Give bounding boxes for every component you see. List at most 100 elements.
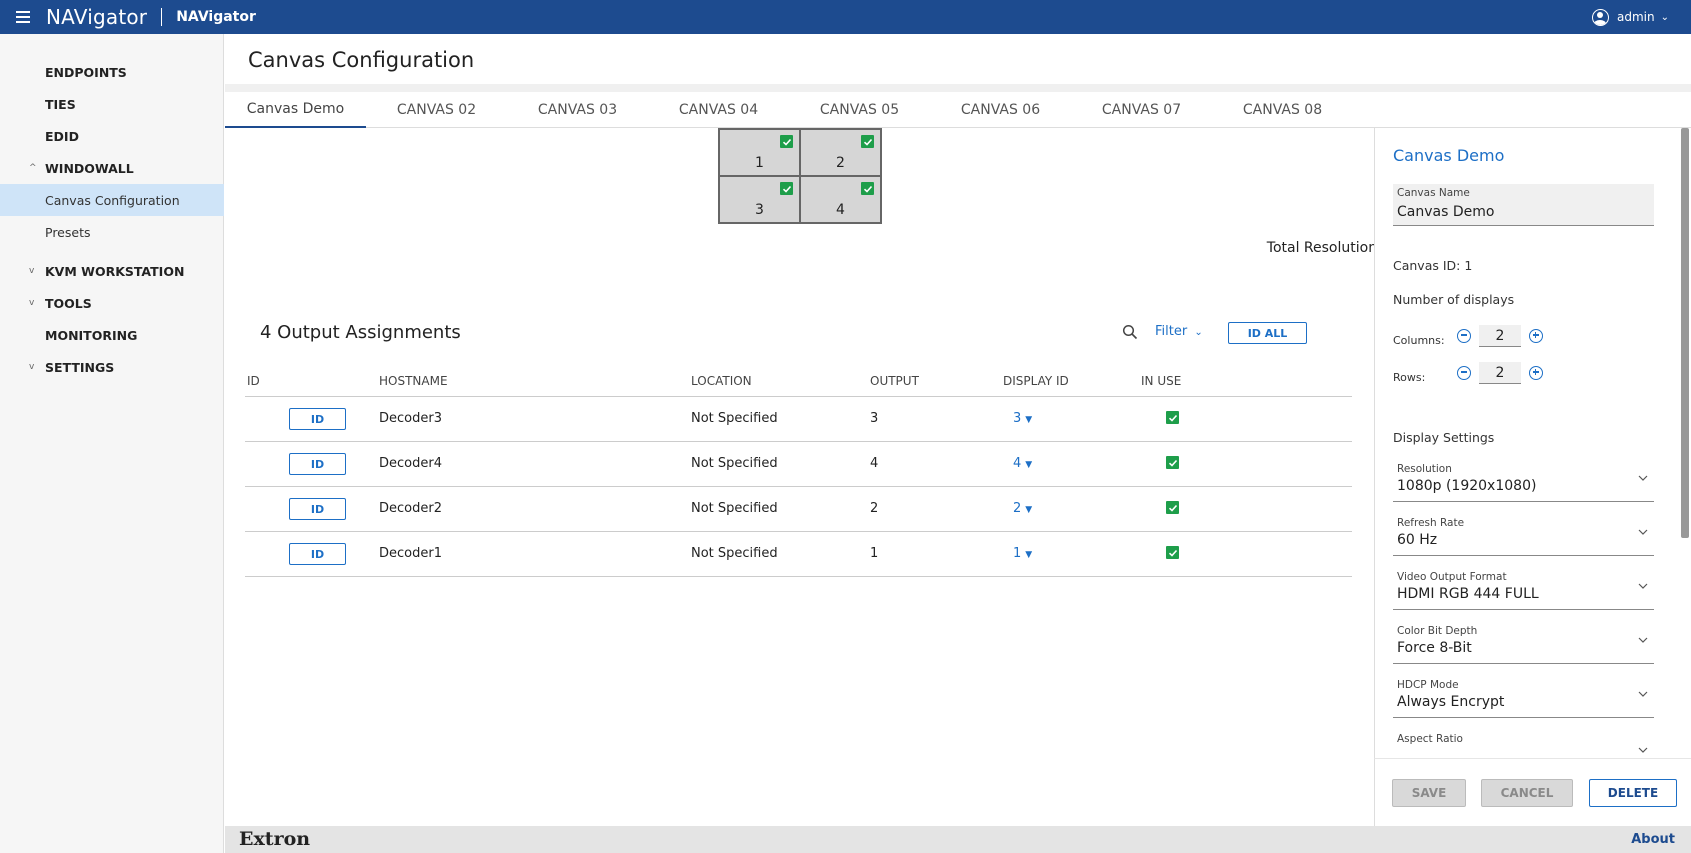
chevron-down-icon xyxy=(1638,475,1648,481)
video-output-format-label: Video Output Format xyxy=(1397,571,1507,583)
in-use-checkbox[interactable] xyxy=(1166,411,1179,427)
sidebar-item-presets[interactable]: Presets xyxy=(0,216,224,248)
sidebar-item-label: TOOLS xyxy=(45,295,92,311)
sidebar-item-tools[interactable]: v TOOLS xyxy=(0,287,224,319)
save-button[interactable]: SAVE xyxy=(1392,779,1466,807)
columns-stepper: Columns: 2 xyxy=(1393,324,1543,347)
sidebar-item-label: TIES xyxy=(45,96,76,112)
column-header-id[interactable]: ID xyxy=(247,374,260,388)
chevron-down-icon xyxy=(1638,691,1648,697)
plus-circle-icon[interactable] xyxy=(1529,365,1543,380)
tab-canvas-05[interactable]: CANVAS 05 xyxy=(819,102,900,118)
user-menu[interactable]: admin ⌄ xyxy=(1592,0,1669,34)
column-header-location[interactable]: LOCATION xyxy=(691,374,752,388)
check-icon[interactable] xyxy=(861,135,874,148)
color-bit-depth-label: Color Bit Depth xyxy=(1397,625,1478,637)
table-row: ID Decoder2 Not Specified 2 2 ▼ xyxy=(245,487,1352,532)
number-of-displays-label: Number of displays xyxy=(1393,292,1515,307)
panel-actions: SAVE CANCEL DELETE xyxy=(1374,758,1691,828)
sidebar-item-endpoints[interactable]: ENDPOINTS xyxy=(0,56,224,88)
canvas-tabs: Canvas Demo CANVAS 02 CANVAS 03 CANVAS 0… xyxy=(225,92,1691,128)
sidebar-item-edid[interactable]: EDID xyxy=(0,120,224,152)
minus-circle-icon[interactable] xyxy=(1457,328,1471,343)
in-use-checkbox[interactable] xyxy=(1166,501,1179,517)
identify-button[interactable]: ID xyxy=(289,453,346,475)
sidebar-item-label: ENDPOINTS xyxy=(45,64,127,80)
sidebar-item-kvm-workstation[interactable]: v KVM WORKSTATION xyxy=(0,255,224,287)
tab-canvas-04[interactable]: CANVAS 04 xyxy=(678,102,759,118)
display-id-select[interactable]: 3 ▼ xyxy=(1013,411,1032,426)
canvas-cell[interactable]: 4 xyxy=(801,177,880,222)
sidebar-item-label: Canvas Configuration xyxy=(45,192,180,208)
tab-canvas-06[interactable]: CANVAS 06 xyxy=(960,102,1041,118)
color-bit-depth-value: Force 8-Bit xyxy=(1397,640,1472,656)
caret-down-icon: ▼ xyxy=(1025,460,1033,470)
canvas-cell-number: 2 xyxy=(836,155,845,171)
video-output-format-select[interactable]: Video Output Format HDMI RGB 444 FULL xyxy=(1393,562,1654,610)
canvas-cell[interactable]: 2 xyxy=(801,130,880,175)
check-icon[interactable] xyxy=(780,182,793,195)
identify-button[interactable]: ID xyxy=(289,408,346,430)
canvas-name-field[interactable]: Canvas Name Canvas Demo xyxy=(1393,184,1654,226)
check-icon xyxy=(1166,456,1179,469)
refresh-rate-select[interactable]: Refresh Rate 60 Hz xyxy=(1393,508,1654,556)
sidebar-item-label: KVM WORKSTATION xyxy=(45,263,185,279)
display-id-select[interactable]: 2 ▼ xyxy=(1013,501,1032,516)
column-header-in-use[interactable]: IN USE xyxy=(1141,374,1182,388)
page-title: Canvas Configuration xyxy=(248,48,475,72)
in-use-checkbox[interactable] xyxy=(1166,546,1179,562)
minus-circle-icon[interactable] xyxy=(1457,365,1471,380)
aspect-ratio-select[interactable]: Aspect Ratio xyxy=(1393,724,1654,758)
canvas-cell-number: 4 xyxy=(836,202,845,218)
canvas-cell-number: 3 xyxy=(755,202,764,218)
check-icon[interactable] xyxy=(780,135,793,148)
rows-input[interactable]: 2 xyxy=(1479,361,1521,384)
output-cell: 4 xyxy=(870,456,879,471)
columns-input[interactable]: 2 xyxy=(1479,324,1521,347)
sidebar-item-monitoring[interactable]: MONITORING xyxy=(0,319,224,351)
plus-circle-icon[interactable] xyxy=(1529,328,1543,343)
canvas-cell[interactable]: 1 xyxy=(720,130,799,175)
hostname-cell: Decoder3 xyxy=(379,411,442,426)
tab-canvas-02[interactable]: CANVAS 02 xyxy=(396,102,477,118)
in-use-checkbox[interactable] xyxy=(1166,456,1179,472)
caret-down-icon: ▼ xyxy=(1025,505,1033,515)
display-settings-label: Display Settings xyxy=(1393,430,1495,445)
display-id-select[interactable]: 4 ▼ xyxy=(1013,456,1032,471)
about-link[interactable]: About xyxy=(1631,832,1675,847)
canvas-layout-grid: 1 2 3 4 xyxy=(718,128,882,224)
menu-icon[interactable] xyxy=(16,11,32,23)
search-icon[interactable] xyxy=(1122,324,1138,340)
display-id-select[interactable]: 1 ▼ xyxy=(1013,546,1032,561)
id-all-button[interactable]: ID ALL xyxy=(1228,322,1307,344)
canvas-cell[interactable]: 3 xyxy=(720,177,799,222)
sidebar-item-settings[interactable]: v SETTINGS xyxy=(0,351,224,383)
chevron-down-icon: v xyxy=(29,298,35,308)
rows-stepper: Rows: 2 xyxy=(1393,361,1543,384)
output-cell: 2 xyxy=(870,501,879,516)
sidebar-item-ties[interactable]: TIES xyxy=(0,88,224,120)
identify-button[interactable]: ID xyxy=(289,543,346,565)
delete-button[interactable]: DELETE xyxy=(1589,779,1677,807)
check-icon[interactable] xyxy=(861,182,874,195)
brand-divider xyxy=(161,8,163,26)
tab-canvas-demo[interactable]: Canvas Demo xyxy=(225,92,366,128)
panel-scrollbar[interactable] xyxy=(1681,128,1689,538)
column-header-output[interactable]: OUTPUT xyxy=(870,374,919,388)
column-header-hostname[interactable]: HOSTNAME xyxy=(379,374,448,388)
cancel-button[interactable]: CANCEL xyxy=(1481,779,1573,807)
tab-canvas-03[interactable]: CANVAS 03 xyxy=(537,102,618,118)
column-header-display-id[interactable]: DISPLAY ID xyxy=(1003,374,1069,388)
tab-canvas-08[interactable]: CANVAS 08 xyxy=(1242,102,1323,118)
hdcp-mode-label: HDCP Mode xyxy=(1397,679,1459,691)
sidebar-item-canvas-configuration[interactable]: Canvas Configuration xyxy=(0,184,224,216)
sidebar-item-windowall[interactable]: ^ WINDOWALL xyxy=(0,152,224,184)
color-bit-depth-select[interactable]: Color Bit Depth Force 8-Bit xyxy=(1393,616,1654,664)
filter-button[interactable]: Filter ⌄ xyxy=(1155,324,1203,339)
hdcp-mode-select[interactable]: HDCP Mode Always Encrypt xyxy=(1393,670,1654,718)
identify-button[interactable]: ID xyxy=(289,498,346,520)
check-icon xyxy=(1166,546,1179,559)
tab-canvas-07[interactable]: CANVAS 07 xyxy=(1101,102,1182,118)
resolution-value: 1080p (1920x1080) xyxy=(1397,478,1537,494)
resolution-select[interactable]: Resolution 1080p (1920x1080) xyxy=(1393,454,1654,502)
